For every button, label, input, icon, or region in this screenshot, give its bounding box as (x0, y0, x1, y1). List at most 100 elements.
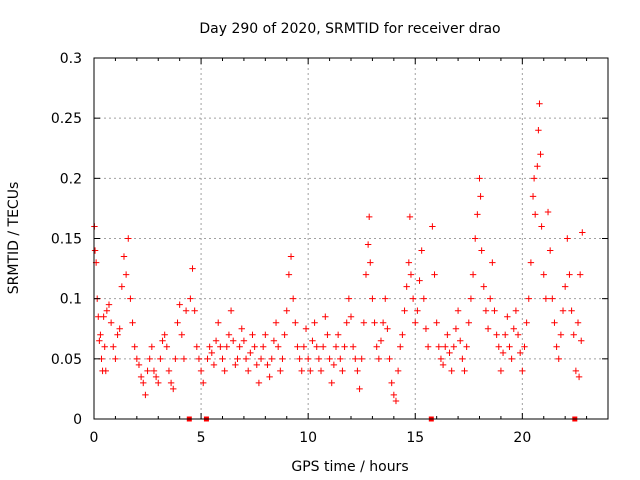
data-point (499, 349, 507, 357)
data-point (459, 355, 466, 363)
data-point (97, 331, 104, 338)
data-point (364, 241, 372, 248)
data-point (564, 235, 571, 242)
data-point (337, 355, 344, 363)
chart-title: Day 290 of 2020, SRMTID for receiver dra… (199, 21, 500, 37)
data-point (129, 319, 136, 326)
data-point (341, 343, 348, 350)
data-point (418, 247, 425, 254)
data-point (170, 385, 177, 393)
data-point (343, 319, 350, 326)
data-point (476, 175, 483, 182)
data-point (448, 367, 455, 375)
data-point (516, 349, 524, 357)
data-point (225, 331, 233, 338)
data-point (219, 355, 226, 363)
data-point (215, 319, 222, 326)
data-point (561, 283, 569, 290)
data-point (474, 211, 481, 218)
data-point (287, 253, 295, 260)
y-tick-label: 0.15 (51, 232, 82, 248)
y-tick-label: 0.2 (60, 171, 82, 187)
data-point (217, 343, 224, 350)
data-point (495, 343, 502, 350)
data-point (182, 307, 190, 314)
data-point (264, 361, 271, 369)
data-point (150, 367, 158, 375)
data-point (551, 319, 558, 326)
data-point (125, 235, 132, 242)
data-point (110, 343, 117, 350)
data-point (356, 385, 363, 393)
data-point (572, 367, 580, 375)
data-point (155, 379, 162, 387)
data-point (221, 367, 228, 375)
data-point (576, 271, 584, 278)
data-point (285, 271, 293, 278)
data-point (253, 361, 260, 369)
data-point (493, 331, 500, 338)
data-point (437, 355, 445, 363)
data-point (95, 313, 102, 320)
data-point (249, 331, 256, 338)
data-point (367, 259, 374, 266)
data-point (161, 331, 168, 338)
data-point (409, 295, 417, 302)
data-point (559, 307, 567, 314)
data-point (339, 367, 346, 375)
data-point (206, 343, 213, 350)
data-point (100, 313, 107, 320)
data-point (240, 337, 248, 344)
data-point (553, 343, 560, 350)
data-point (140, 379, 147, 387)
data-point (272, 319, 280, 326)
data-point (300, 343, 308, 350)
data-point (319, 343, 327, 350)
data-point (122, 271, 130, 278)
data-point (379, 319, 387, 326)
data-point (406, 213, 414, 221)
data-point (394, 367, 402, 375)
data-point (91, 247, 99, 254)
data-point (491, 307, 498, 314)
data-point (212, 337, 220, 344)
data-point (296, 355, 303, 363)
data-point (450, 343, 457, 350)
data-point (242, 355, 250, 363)
data-point (579, 229, 586, 236)
data-point (120, 253, 128, 260)
data-point (247, 349, 254, 357)
data-point (506, 343, 513, 350)
data-point (555, 355, 562, 363)
data-point (294, 343, 301, 350)
data-point (519, 367, 526, 375)
y-tick-label: 0.3 (60, 51, 82, 67)
data-point (530, 175, 538, 182)
data-point (397, 343, 404, 350)
data-point (377, 337, 385, 344)
data-point (326, 355, 333, 363)
data-point (307, 367, 314, 375)
data-point (236, 343, 243, 350)
data-point (467, 295, 475, 302)
x-tick-label: 0 (90, 430, 99, 446)
data-point (502, 331, 509, 338)
data-point (401, 307, 408, 314)
data-point (360, 319, 368, 326)
data-point (251, 343, 258, 350)
data-point (274, 343, 282, 350)
data-point (388, 379, 395, 387)
data-point (142, 391, 149, 399)
data-point (311, 319, 318, 326)
data-point (457, 337, 464, 344)
data-point (369, 295, 376, 302)
data-point (279, 355, 286, 363)
data-point (489, 259, 496, 266)
data-point (412, 319, 419, 326)
data-point (461, 367, 468, 375)
data-point (257, 355, 265, 363)
data-point (375, 355, 383, 363)
y-axis-label: SRMTID / TECUs (6, 182, 22, 295)
data-point (281, 331, 288, 338)
